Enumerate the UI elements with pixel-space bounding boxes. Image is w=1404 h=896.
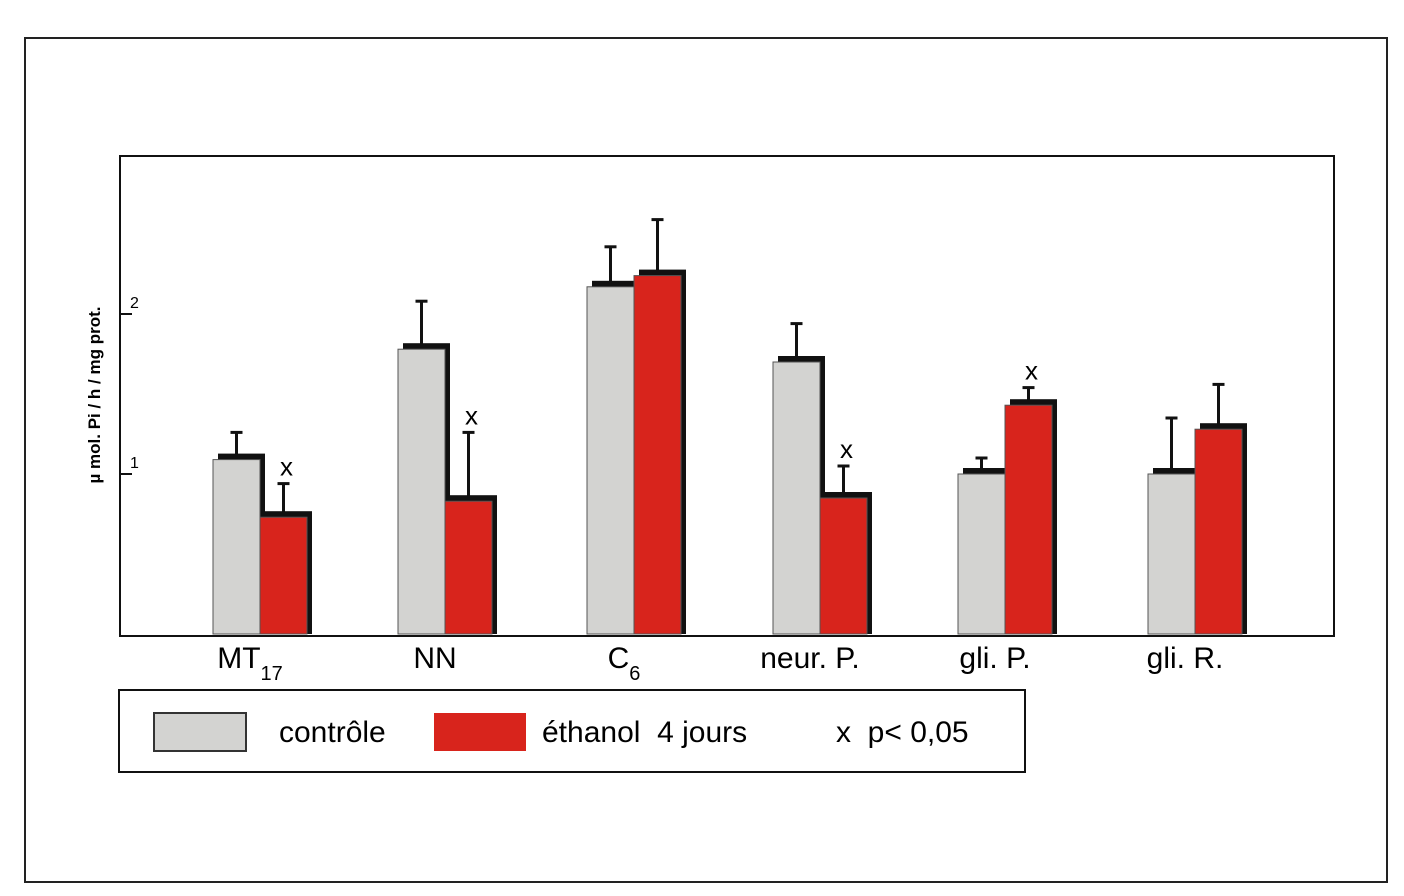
x-tick-label: gli. P. [959,642,1030,675]
legend-significance-note: x p< 0,05 [836,716,969,749]
x-tick-label: neur. P. [760,642,860,675]
y-tick-label: 2 [130,295,139,312]
bar-ethanol [633,275,682,635]
plot-frame [119,155,1335,637]
significance-marker: x [465,400,478,430]
significance-marker: x [840,434,853,464]
bar-ethanol [1194,428,1243,635]
significance-marker: x [280,452,293,482]
legend-frame [118,689,1026,773]
x-tick-subscript: 17 [261,663,283,685]
bar-control [212,459,261,635]
bar-control [586,286,635,635]
x-tick-label: NN [413,642,456,675]
bar-ethanol [1004,404,1053,635]
legend-label-control: contrôle [279,716,386,749]
legend-swatch-control [153,712,247,752]
x-tick-label: MT17 [217,642,283,685]
x-tick-label: C6 [608,642,641,685]
bar-control [957,473,1006,635]
x-tick-subscript: 6 [629,663,640,685]
y-axis-label: µ mol. Pi / h / mg prot. [85,307,104,484]
bar-control [397,348,446,635]
bar-ethanol [444,500,493,635]
bar-ethanol [259,516,308,635]
outer-frame [24,37,1388,883]
x-tick-label: gli. R. [1147,642,1224,675]
y-tick-label: 1 [130,455,139,472]
legend-swatch-ethanol [434,713,526,751]
legend: contrôle éthanol 4 jours x p< 0,05 [118,689,1026,773]
bar-ethanol [819,497,868,635]
bar-control [772,361,821,635]
legend-label-ethanol: éthanol 4 jours [542,716,747,749]
bar-control [1147,473,1196,635]
significance-marker: x [1025,356,1038,386]
